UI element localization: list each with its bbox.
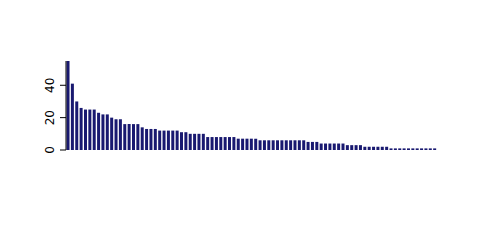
- svg-text:20: 20: [43, 110, 57, 125]
- svg-text:0: 0: [43, 146, 57, 154]
- svg-text:40: 40: [43, 78, 57, 93]
